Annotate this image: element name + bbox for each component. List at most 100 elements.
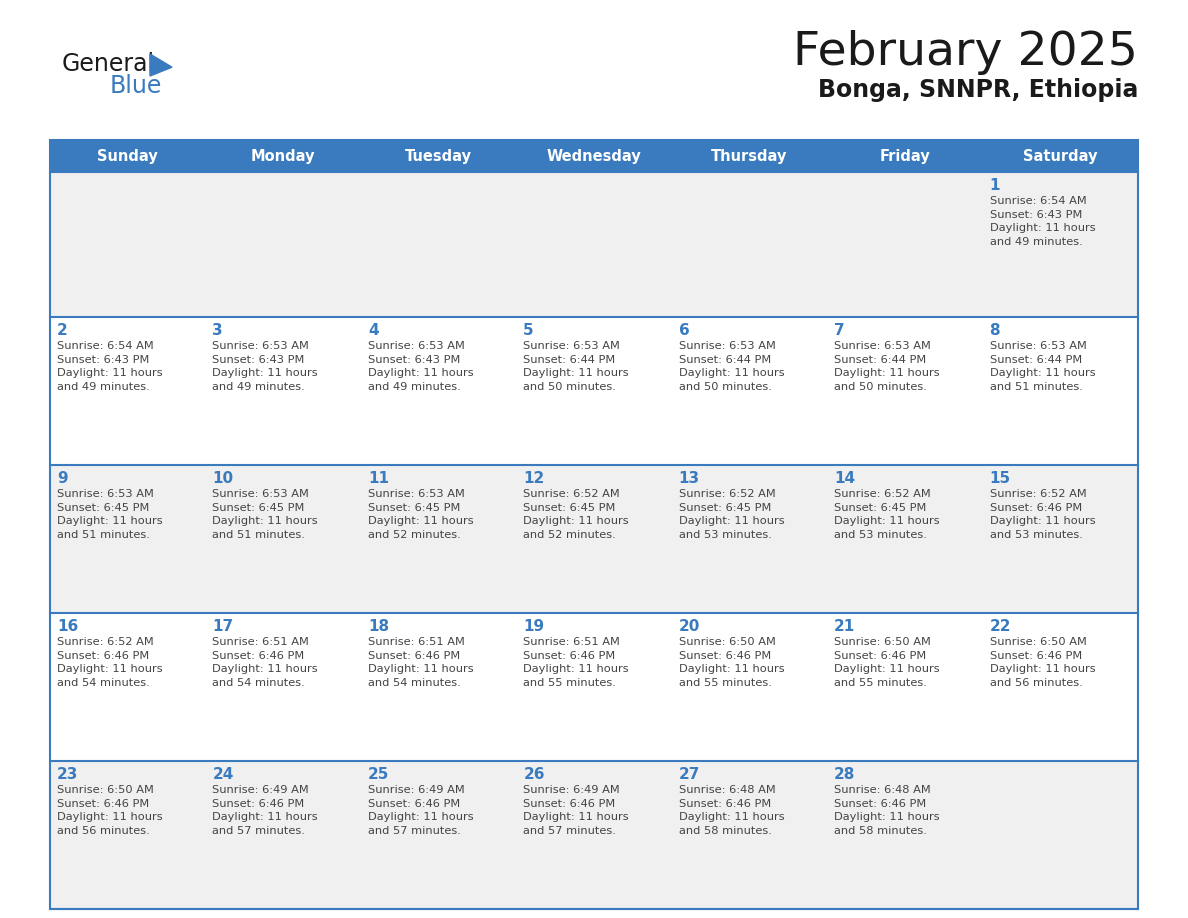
Text: Sunrise: 6:48 AM
Sunset: 6:46 PM
Daylight: 11 hours
and 58 minutes.: Sunrise: 6:48 AM Sunset: 6:46 PM Dayligh… (834, 785, 940, 835)
Text: Sunrise: 6:53 AM
Sunset: 6:43 PM
Daylight: 11 hours
and 49 minutes.: Sunrise: 6:53 AM Sunset: 6:43 PM Dayligh… (368, 341, 474, 392)
Bar (671, 317, 827, 465)
Bar (206, 761, 361, 909)
Text: 28: 28 (834, 767, 855, 782)
Text: Sunrise: 6:50 AM
Sunset: 6:46 PM
Daylight: 11 hours
and 55 minutes.: Sunrise: 6:50 AM Sunset: 6:46 PM Dayligh… (678, 637, 784, 688)
Bar (517, 465, 671, 613)
Text: Wednesday: Wednesday (546, 149, 642, 163)
Text: Sunrise: 6:53 AM
Sunset: 6:45 PM
Daylight: 11 hours
and 52 minutes.: Sunrise: 6:53 AM Sunset: 6:45 PM Dayligh… (368, 489, 474, 540)
Bar (671, 613, 827, 761)
Text: February 2025: February 2025 (794, 30, 1138, 75)
Text: 18: 18 (368, 619, 388, 634)
Text: 23: 23 (57, 767, 78, 782)
Text: 12: 12 (523, 471, 544, 486)
Text: Sunday: Sunday (97, 149, 158, 163)
Bar (982, 140, 1138, 172)
Text: Sunrise: 6:50 AM
Sunset: 6:46 PM
Daylight: 11 hours
and 56 minutes.: Sunrise: 6:50 AM Sunset: 6:46 PM Dayligh… (990, 637, 1095, 688)
Bar (361, 761, 517, 909)
Text: Sunrise: 6:51 AM
Sunset: 6:46 PM
Daylight: 11 hours
and 54 minutes.: Sunrise: 6:51 AM Sunset: 6:46 PM Dayligh… (368, 637, 474, 688)
Text: 9: 9 (57, 471, 68, 486)
Text: 27: 27 (678, 767, 700, 782)
Bar (206, 172, 361, 317)
Text: Sunrise: 6:48 AM
Sunset: 6:46 PM
Daylight: 11 hours
and 58 minutes.: Sunrise: 6:48 AM Sunset: 6:46 PM Dayligh… (678, 785, 784, 835)
Text: Friday: Friday (879, 149, 930, 163)
Bar (827, 172, 982, 317)
Text: Thursday: Thursday (712, 149, 788, 163)
Bar (361, 613, 517, 761)
Text: Sunrise: 6:49 AM
Sunset: 6:46 PM
Daylight: 11 hours
and 57 minutes.: Sunrise: 6:49 AM Sunset: 6:46 PM Dayligh… (368, 785, 474, 835)
Bar (827, 317, 982, 465)
Text: Blue: Blue (110, 74, 163, 98)
Bar (827, 465, 982, 613)
Bar (50, 172, 206, 317)
Text: Sunrise: 6:53 AM
Sunset: 6:45 PM
Daylight: 11 hours
and 51 minutes.: Sunrise: 6:53 AM Sunset: 6:45 PM Dayligh… (213, 489, 318, 540)
Bar (50, 465, 206, 613)
Bar (50, 761, 206, 909)
Bar (50, 317, 206, 465)
Bar (361, 465, 517, 613)
Bar (517, 613, 671, 761)
Text: 24: 24 (213, 767, 234, 782)
Text: 14: 14 (834, 471, 855, 486)
Bar (671, 465, 827, 613)
Text: 25: 25 (368, 767, 390, 782)
Text: 4: 4 (368, 323, 379, 338)
Text: 17: 17 (213, 619, 234, 634)
Bar (206, 613, 361, 761)
Text: Sunrise: 6:54 AM
Sunset: 6:43 PM
Daylight: 11 hours
and 49 minutes.: Sunrise: 6:54 AM Sunset: 6:43 PM Dayligh… (990, 196, 1095, 247)
Text: Sunrise: 6:53 AM
Sunset: 6:44 PM
Daylight: 11 hours
and 51 minutes.: Sunrise: 6:53 AM Sunset: 6:44 PM Dayligh… (990, 341, 1095, 392)
Text: Bonga, SNNPR, Ethiopia: Bonga, SNNPR, Ethiopia (817, 78, 1138, 102)
Bar (517, 317, 671, 465)
Text: 16: 16 (57, 619, 78, 634)
Polygon shape (150, 54, 172, 76)
Text: 19: 19 (523, 619, 544, 634)
Text: 2: 2 (57, 323, 68, 338)
Text: Sunrise: 6:53 AM
Sunset: 6:45 PM
Daylight: 11 hours
and 51 minutes.: Sunrise: 6:53 AM Sunset: 6:45 PM Dayligh… (57, 489, 163, 540)
Text: Sunrise: 6:52 AM
Sunset: 6:46 PM
Daylight: 11 hours
and 54 minutes.: Sunrise: 6:52 AM Sunset: 6:46 PM Dayligh… (57, 637, 163, 688)
Text: 3: 3 (213, 323, 223, 338)
Bar (671, 172, 827, 317)
Bar (206, 140, 361, 172)
Bar (982, 465, 1138, 613)
Bar (50, 140, 206, 172)
Text: General: General (62, 52, 156, 76)
Bar (361, 140, 517, 172)
Bar (671, 761, 827, 909)
Text: 21: 21 (834, 619, 855, 634)
Text: Sunrise: 6:51 AM
Sunset: 6:46 PM
Daylight: 11 hours
and 54 minutes.: Sunrise: 6:51 AM Sunset: 6:46 PM Dayligh… (213, 637, 318, 688)
Bar (50, 140, 1138, 909)
Bar (982, 761, 1138, 909)
Bar (982, 172, 1138, 317)
Text: Sunrise: 6:52 AM
Sunset: 6:46 PM
Daylight: 11 hours
and 53 minutes.: Sunrise: 6:52 AM Sunset: 6:46 PM Dayligh… (990, 489, 1095, 540)
Text: 1: 1 (990, 178, 1000, 193)
Bar (827, 613, 982, 761)
Bar (361, 172, 517, 317)
Bar (517, 140, 671, 172)
Bar (827, 140, 982, 172)
Text: Sunrise: 6:53 AM
Sunset: 6:44 PM
Daylight: 11 hours
and 50 minutes.: Sunrise: 6:53 AM Sunset: 6:44 PM Dayligh… (523, 341, 628, 392)
Text: Sunrise: 6:52 AM
Sunset: 6:45 PM
Daylight: 11 hours
and 53 minutes.: Sunrise: 6:52 AM Sunset: 6:45 PM Dayligh… (834, 489, 940, 540)
Text: Sunrise: 6:53 AM
Sunset: 6:44 PM
Daylight: 11 hours
and 50 minutes.: Sunrise: 6:53 AM Sunset: 6:44 PM Dayligh… (834, 341, 940, 392)
Bar (361, 317, 517, 465)
Text: Sunrise: 6:53 AM
Sunset: 6:44 PM
Daylight: 11 hours
and 50 minutes.: Sunrise: 6:53 AM Sunset: 6:44 PM Dayligh… (678, 341, 784, 392)
Text: Monday: Monday (251, 149, 315, 163)
Bar (206, 317, 361, 465)
Bar (827, 761, 982, 909)
Text: Sunrise: 6:52 AM
Sunset: 6:45 PM
Daylight: 11 hours
and 53 minutes.: Sunrise: 6:52 AM Sunset: 6:45 PM Dayligh… (678, 489, 784, 540)
Text: Sunrise: 6:53 AM
Sunset: 6:43 PM
Daylight: 11 hours
and 49 minutes.: Sunrise: 6:53 AM Sunset: 6:43 PM Dayligh… (213, 341, 318, 392)
Bar (982, 317, 1138, 465)
Bar (982, 613, 1138, 761)
Text: 13: 13 (678, 471, 700, 486)
Text: 20: 20 (678, 619, 700, 634)
Text: Sunrise: 6:49 AM
Sunset: 6:46 PM
Daylight: 11 hours
and 57 minutes.: Sunrise: 6:49 AM Sunset: 6:46 PM Dayligh… (523, 785, 628, 835)
Text: Sunrise: 6:54 AM
Sunset: 6:43 PM
Daylight: 11 hours
and 49 minutes.: Sunrise: 6:54 AM Sunset: 6:43 PM Dayligh… (57, 341, 163, 392)
Text: Sunrise: 6:50 AM
Sunset: 6:46 PM
Daylight: 11 hours
and 55 minutes.: Sunrise: 6:50 AM Sunset: 6:46 PM Dayligh… (834, 637, 940, 688)
Text: Tuesday: Tuesday (405, 149, 472, 163)
Text: Sunrise: 6:49 AM
Sunset: 6:46 PM
Daylight: 11 hours
and 57 minutes.: Sunrise: 6:49 AM Sunset: 6:46 PM Dayligh… (213, 785, 318, 835)
Text: Sunrise: 6:51 AM
Sunset: 6:46 PM
Daylight: 11 hours
and 55 minutes.: Sunrise: 6:51 AM Sunset: 6:46 PM Dayligh… (523, 637, 628, 688)
Bar (50, 613, 206, 761)
Text: 7: 7 (834, 323, 845, 338)
Text: 15: 15 (990, 471, 1011, 486)
Text: 10: 10 (213, 471, 234, 486)
Text: Sunrise: 6:52 AM
Sunset: 6:45 PM
Daylight: 11 hours
and 52 minutes.: Sunrise: 6:52 AM Sunset: 6:45 PM Dayligh… (523, 489, 628, 540)
Text: 8: 8 (990, 323, 1000, 338)
